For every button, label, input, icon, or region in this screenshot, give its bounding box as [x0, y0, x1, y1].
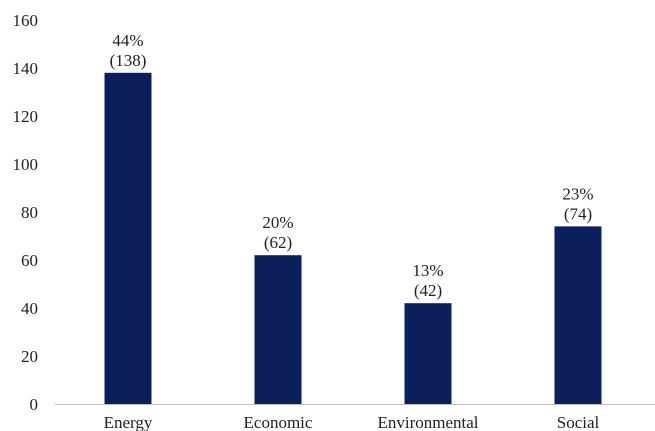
y-tick-label: 120 [13, 107, 39, 126]
data-label-count: (42) [414, 281, 442, 300]
bar-economic [254, 255, 302, 404]
x-category-label: Energy [104, 413, 153, 431]
y-tick-label: 0 [30, 395, 39, 414]
y-tick-label: 140 [13, 59, 39, 78]
x-category-label: Economic [244, 413, 313, 431]
bar-environmental [404, 303, 452, 404]
x-category-label: Environmental [377, 413, 478, 431]
data-label-count: (138) [110, 51, 147, 70]
data-label-count: (62) [264, 233, 292, 252]
y-tick-label: 20 [21, 347, 38, 366]
bar-social [554, 226, 602, 404]
data-label-percent: 44% [112, 31, 143, 50]
y-tick-label: 60 [21, 251, 38, 270]
data-label-percent: 20% [262, 213, 293, 232]
bar-energy [104, 72, 152, 405]
data-label-percent: 13% [412, 261, 443, 280]
y-tick-label: 100 [13, 155, 39, 174]
x-category-label: Social [557, 413, 600, 431]
y-tick-label: 40 [21, 299, 38, 318]
data-label-percent: 23% [562, 184, 593, 203]
data-label-count: (74) [564, 204, 592, 223]
y-tick-label: 160 [13, 11, 39, 30]
y-tick-label: 80 [21, 203, 38, 222]
